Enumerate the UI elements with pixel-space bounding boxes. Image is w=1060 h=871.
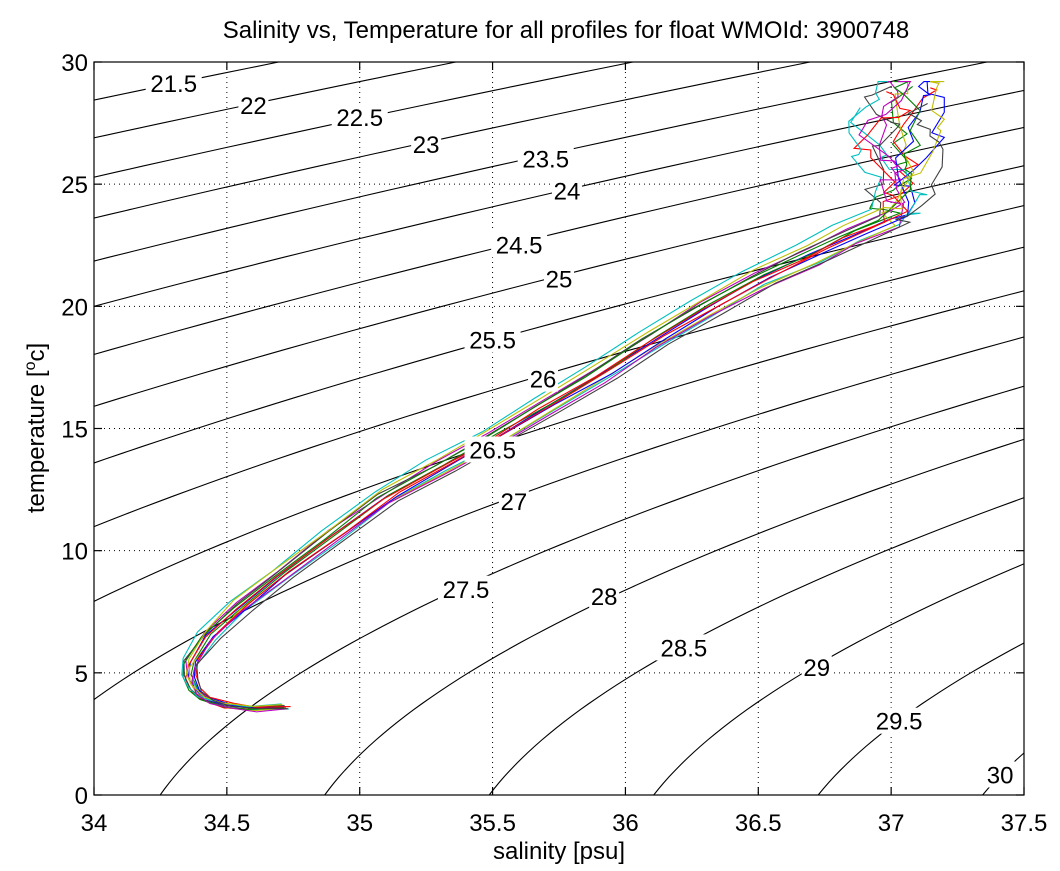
profile-line	[181, 81, 889, 708]
contour-label: 27	[500, 489, 527, 516]
contour-label: 30	[987, 762, 1014, 789]
contour-label-background	[655, 634, 712, 661]
contour-label: 28	[591, 584, 618, 611]
contour-label: 28.5	[661, 635, 708, 662]
density-contour-line	[817, 642, 1024, 795]
chart-title: Salinity vs, Temperature for all profile…	[223, 17, 910, 44]
density-contour-line	[488, 497, 1024, 795]
tick-marks	[93, 61, 1025, 796]
density-contour-line	[981, 752, 1024, 795]
x-tick-label: 36	[612, 810, 639, 837]
contour-label: 22	[240, 93, 267, 120]
contour-label-background	[801, 653, 832, 680]
contour-label: 29.5	[876, 709, 923, 736]
contour-label: 25	[546, 266, 573, 293]
contour-label: 22.5	[336, 105, 383, 132]
contour-label-background	[331, 104, 388, 131]
x-tick-label: 36.5	[735, 810, 782, 837]
y-tick-labels: 0 5 10 15 20 25 30	[61, 50, 88, 810]
contour-label-background	[871, 707, 928, 734]
contour-label: 24.5	[496, 232, 543, 259]
density-contour-line	[94, 62, 636, 178]
x-tick-label: 37.5	[1001, 810, 1048, 837]
x-tick-label: 34.5	[203, 810, 250, 837]
x-axis-label: salinity [psu]	[493, 838, 625, 865]
contour-label-background	[528, 365, 559, 392]
profile-line	[182, 81, 922, 710]
contour-label-background	[145, 69, 202, 96]
profile-line	[196, 102, 944, 710]
density-contour-line	[94, 246, 1024, 528]
contour-label: 24	[554, 178, 581, 205]
x-tick-label: 34	[81, 810, 108, 837]
y-tick-label: 10	[61, 539, 88, 566]
contour-label: 26	[530, 367, 557, 394]
density-contour-line	[159, 385, 1024, 795]
y-tick-label: 0	[75, 783, 88, 810]
density-contour-line	[94, 89, 1024, 307]
contour-label: 21.5	[150, 71, 197, 98]
profile-lines	[181, 81, 946, 713]
contour-label-background	[589, 583, 620, 610]
density-contour-line	[94, 62, 459, 139]
y-tick-label: 20	[61, 294, 88, 321]
x-tick-label: 35.5	[469, 810, 516, 837]
y-tick-label: 15	[61, 417, 88, 444]
contour-label-background	[985, 761, 1016, 788]
contour-label: 25.5	[469, 328, 516, 355]
density-contours	[94, 62, 1024, 795]
contour-label: 26.5	[469, 437, 516, 464]
y-axis-label-superscript: o	[22, 361, 39, 370]
x-tick-labels: 34 34.5 35 35.5 36 36.5 37 37.5	[81, 810, 1048, 837]
x-tick-label: 35	[346, 810, 373, 837]
y-axis-label-base: temperature [	[23, 370, 50, 513]
contour-label-background	[551, 177, 582, 204]
y-axis-label-unit: c]	[23, 343, 50, 362]
density-contour-labels: 21.5 22 22.5 23 23.5 24 24.525 25.5 26 26.5 27 27.5…	[145, 69, 1016, 789]
density-contour-line	[94, 62, 990, 262]
profile-line	[191, 81, 912, 713]
contour-label: 23	[413, 132, 440, 159]
contour-label-background	[498, 487, 529, 514]
y-tick-label: 25	[61, 172, 88, 199]
profile-line	[185, 81, 946, 708]
contour-label-background	[411, 131, 442, 158]
contour-label: 29	[803, 655, 830, 682]
contour-label-background	[438, 575, 494, 602]
y-axis-label: temperature [oc]	[22, 343, 50, 513]
contour-label: 23.5	[522, 147, 569, 174]
contour-label-background	[491, 231, 548, 258]
density-contour-line	[94, 205, 1024, 464]
profile-line	[185, 81, 906, 707]
density-contour-line	[94, 62, 813, 219]
x-tick-label: 37	[878, 810, 905, 837]
density-contour-line	[94, 126, 1024, 356]
y-tick-label: 30	[61, 50, 88, 77]
profile-line	[183, 85, 901, 709]
contour-label: 27.5	[443, 577, 490, 604]
contour-label-background	[238, 91, 269, 118]
contour-label-background	[464, 326, 521, 353]
contour-label-background	[464, 436, 521, 463]
density-contour-line	[324, 438, 1024, 795]
density-contour-line	[653, 563, 1024, 795]
grid-layer	[94, 62, 1024, 795]
contour-label-background	[517, 145, 574, 172]
density-contour-line	[94, 290, 1024, 603]
y-tick-label: 5	[75, 661, 88, 688]
density-contour-line	[94, 336, 1024, 701]
contour-label-background	[544, 265, 574, 292]
